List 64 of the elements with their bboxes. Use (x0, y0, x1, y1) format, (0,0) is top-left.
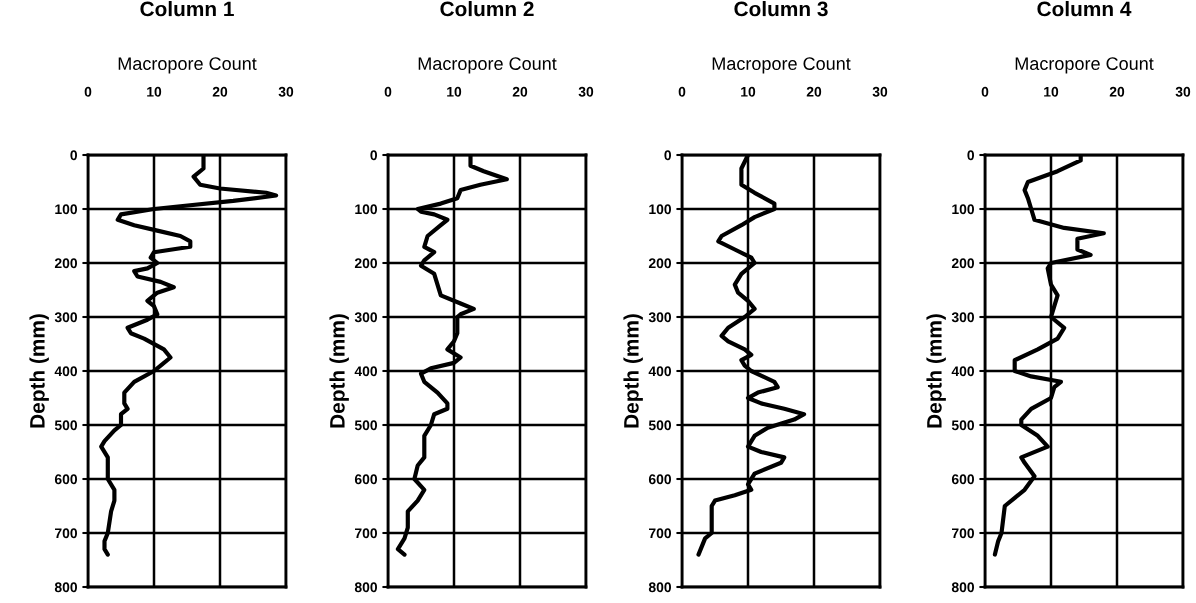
y-tick-label: 200 (54, 258, 78, 269)
y-tick-label: 100 (355, 204, 378, 215)
y-tick-label: 300 (648, 312, 672, 323)
y-axis-title: Depth (mm) (29, 314, 49, 428)
y-tick-label: 300 (54, 312, 78, 323)
x-tick-label: 30 (872, 86, 888, 97)
y-tick-label: 600 (54, 474, 78, 485)
x-axis-title: Macropore Count (712, 57, 851, 74)
x-tick-label: 10 (741, 86, 756, 97)
y-tick-label: 700 (952, 528, 975, 539)
y-tick-label: 700 (55, 528, 78, 539)
y-axis-title: Depth (mm) (329, 314, 349, 428)
y-tick-label: 800 (354, 582, 378, 593)
x-tick-label: 20 (212, 86, 228, 97)
y-tick-label: 300 (354, 312, 378, 323)
y-axis-title: Depth (mm) (623, 314, 643, 428)
chart-title: Column 4 (1037, 1, 1132, 17)
y-tick-label: 600 (951, 474, 975, 485)
y-tick-label: 800 (951, 582, 975, 593)
y-tick-label: 400 (354, 366, 378, 377)
x-tick-label: 30 (1175, 86, 1191, 97)
y-tick-label: 0 (370, 150, 378, 161)
y-tick-label: 500 (648, 420, 672, 431)
y-tick-label: 800 (648, 582, 672, 593)
x-axis-title: Macropore Count (418, 57, 557, 74)
x-tick-label: 10 (447, 86, 462, 97)
x-tick-label: 20 (806, 86, 822, 97)
chart-title: Column 2 (440, 1, 534, 17)
x-tick-label: 20 (1109, 86, 1125, 97)
y-tick-label: 100 (649, 204, 672, 215)
y-tick-label: 100 (952, 204, 975, 215)
y-tick-label: 400 (648, 366, 672, 377)
x-tick-label: 0 (678, 86, 686, 97)
chart-title: Column 3 (734, 1, 828, 17)
x-axis-title: Macropore Count (118, 57, 257, 74)
y-tick-label: 100 (55, 204, 78, 215)
y-tick-label: 600 (648, 474, 672, 485)
y-tick-label: 0 (664, 150, 672, 161)
x-tick-label: 30 (578, 86, 594, 97)
x-tick-label: 0 (981, 86, 989, 97)
y-tick-label: 700 (649, 528, 672, 539)
y-axis-title: Depth (mm) (926, 314, 946, 428)
y-tick-label: 0 (967, 150, 975, 161)
y-tick-label: 200 (648, 258, 672, 269)
y-tick-label: 0 (70, 150, 78, 161)
x-tick-label: 10 (147, 86, 162, 97)
x-tick-label: 0 (84, 86, 92, 97)
x-tick-label: 30 (278, 86, 294, 97)
x-tick-label: 0 (384, 86, 392, 97)
y-tick-label: 500 (54, 420, 78, 431)
y-tick-label: 500 (354, 420, 378, 431)
y-tick-label: 400 (951, 366, 975, 377)
y-tick-label: 700 (355, 528, 378, 539)
y-tick-label: 300 (951, 312, 975, 323)
x-axis-title: Macropore Count (1015, 57, 1154, 74)
y-tick-label: 400 (54, 366, 78, 377)
x-tick-label: 20 (512, 86, 528, 97)
y-tick-label: 200 (951, 258, 975, 269)
x-tick-label: 10 (1044, 86, 1059, 97)
y-tick-label: 600 (354, 474, 378, 485)
y-tick-label: 200 (354, 258, 378, 269)
y-tick-label: 500 (951, 420, 975, 431)
y-tick-label: 800 (54, 582, 78, 593)
chart-title: Column 1 (140, 1, 234, 17)
